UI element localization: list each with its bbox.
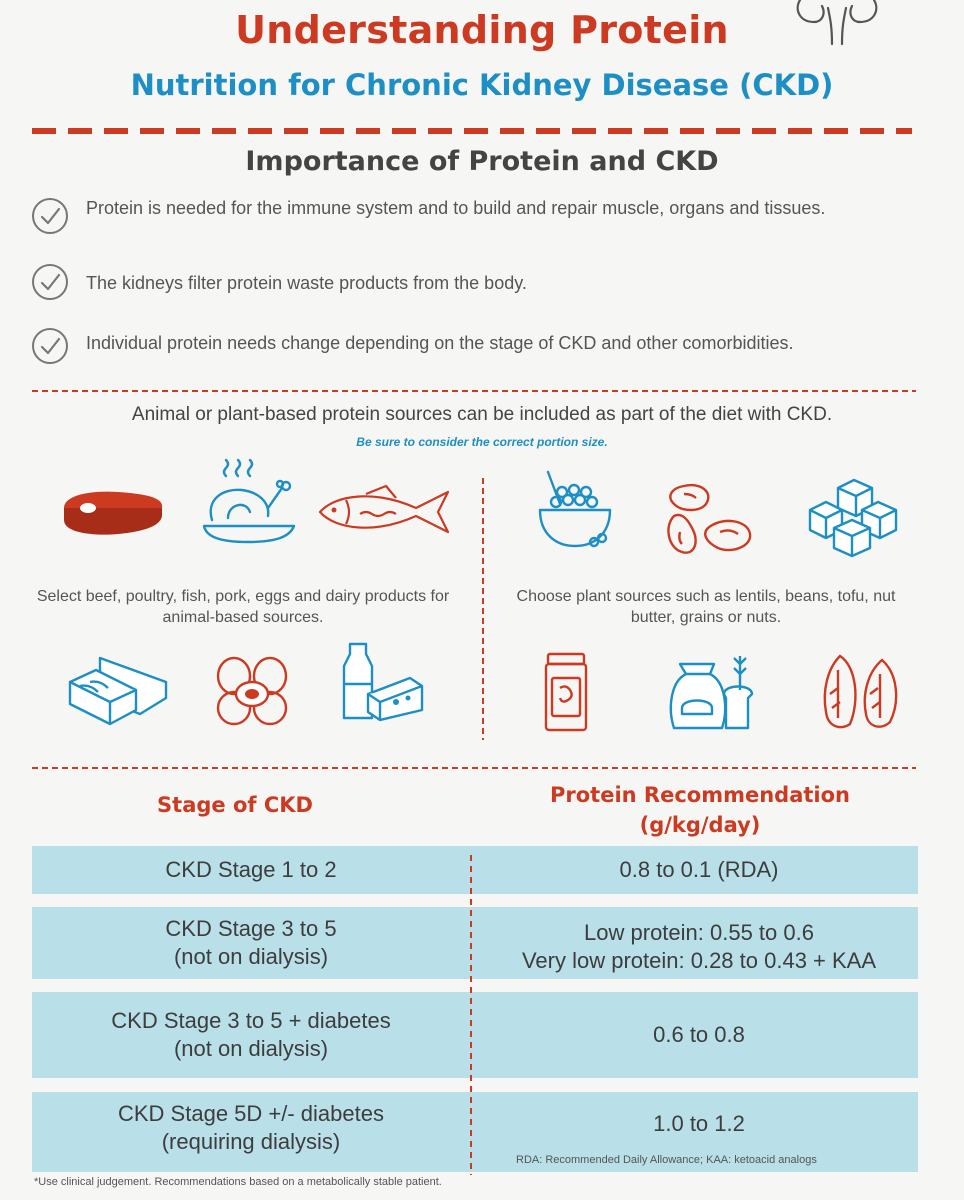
roast-chicken-icon [202, 458, 296, 544]
kidney-icon [796, 0, 878, 46]
bullet-text: The kidneys filter protein waste product… [86, 273, 527, 293]
footnote: *Use clinical judgement. Recommendations… [34, 1176, 442, 1188]
stage-label: CKD Stage 5D +/- diabetes [118, 1101, 384, 1126]
table-row: CKD Stage 5D +/- diabetes (requiring dia… [32, 1092, 918, 1172]
bullet-text: Individual protein needs change dependin… [86, 333, 794, 353]
checkmark-circle-icon [32, 328, 68, 364]
recommendation-value-line2: Very low protein: 0.28 to 0.43 + KAA [521, 948, 877, 973]
table-row: CKD Stage 3 to 5 + diabetes (not on dial… [32, 992, 918, 1078]
beans-icon [667, 483, 752, 554]
column-divider [482, 478, 484, 740]
checkmark-circle-icon [32, 198, 68, 234]
section-divider [32, 390, 916, 392]
importance-bullet: The kidneys filter protein waste product… [30, 262, 910, 302]
portion-note: Be sure to consider the correct portion … [356, 435, 608, 449]
stage-note: (not on dialysis) [173, 944, 329, 969]
recommendation-value: 1.0 to 1.2 [653, 1111, 745, 1136]
abbreviation-note: RDA: Recommended Daily Allowance; KAA: k… [516, 1154, 817, 1166]
page-title: Understanding Protein [235, 8, 729, 52]
importance-bullet: Protein is needed for the immune system … [30, 196, 910, 236]
section-divider [32, 767, 916, 769]
nuts-icon [823, 654, 898, 729]
pork-icon [68, 656, 168, 726]
recommendation-value: 0.8 to 0.1 (RDA) [619, 857, 779, 882]
table-column-divider [470, 855, 472, 1175]
lentil-pot-icon [538, 470, 612, 548]
plant-caption: Choose plant sources such as lentils, be… [516, 588, 896, 626]
stage-column-header: Stage of CKD [157, 793, 313, 817]
importance-heading: Importance of Protein and CKD [245, 146, 719, 177]
recommendation-value: 0.6 to 0.8 [653, 1022, 745, 1047]
stage-label: CKD Stage 3 to 5 + diabetes [111, 1008, 391, 1033]
protein-column-header: Protein Recommendation (g/kg/day) [550, 783, 850, 837]
tofu-icon [808, 478, 898, 558]
recommendation-value: Low protein: 0.55 to 0.6 [584, 920, 814, 945]
steak-icon [64, 491, 163, 535]
nut-butter-icon [544, 652, 588, 732]
section-divider [32, 128, 912, 134]
checkmark-circle-icon [32, 264, 68, 300]
sources-intro: Animal or plant-based protein sources ca… [131, 404, 833, 425]
page-subtitle: Nutrition for Chronic Kidney Disease (CK… [130, 68, 834, 102]
eggs-icon [216, 656, 288, 726]
table-row: CKD Stage 3 to 5 (not on dialysis) Low p… [32, 907, 918, 979]
stage-label: CKD Stage 1 to 2 [165, 857, 337, 882]
table-row: CKD Stage 1 to 2 0.8 to 0.1 (RDA) [32, 846, 918, 894]
fish-icon [318, 484, 450, 534]
animal-caption: Select beef, poultry, fish, pork, eggs a… [36, 588, 450, 626]
importance-bullet: Individual protein needs change dependin… [30, 326, 910, 366]
stage-note: (requiring dialysis) [161, 1129, 341, 1154]
grains-icon [669, 656, 754, 730]
stage-note: (not on dialysis) [173, 1036, 329, 1061]
bullet-text: Protein is needed for the immune system … [86, 198, 826, 218]
dairy-icon [342, 642, 424, 722]
stage-label: CKD Stage 3 to 5 [165, 916, 337, 941]
